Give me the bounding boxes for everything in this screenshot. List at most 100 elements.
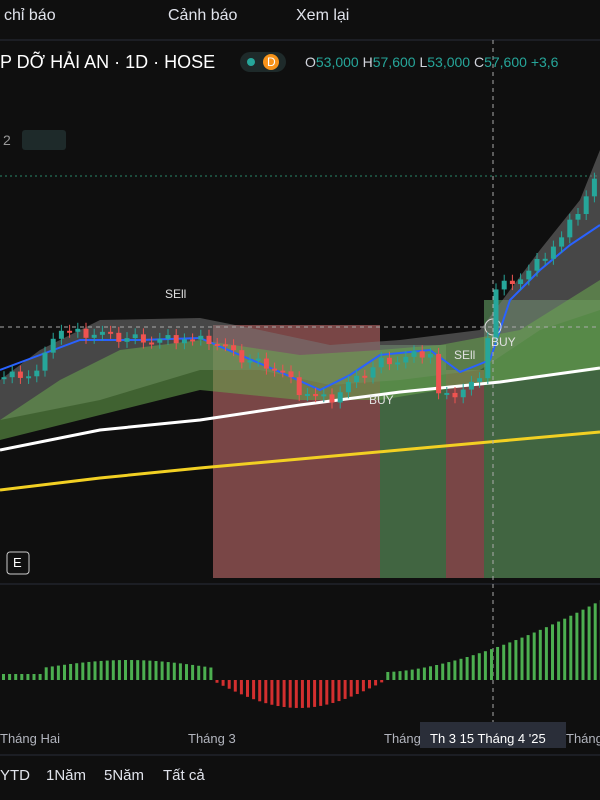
histogram-bar <box>465 657 469 680</box>
candle-body <box>485 338 491 379</box>
histogram-bar <box>490 649 493 680</box>
histogram-bar <box>8 674 12 680</box>
histogram-bar <box>166 662 170 680</box>
signal: SEll <box>454 348 476 362</box>
candle-body <box>477 378 483 382</box>
histogram-bar <box>404 670 408 680</box>
candle-body <box>378 357 384 368</box>
candle-body <box>149 342 155 345</box>
histogram-bar <box>233 680 237 692</box>
candle-body <box>296 377 302 396</box>
candle-body <box>329 394 335 403</box>
label: L <box>419 54 428 70</box>
signal: BUY <box>369 393 394 407</box>
badge-circle <box>263 54 279 70</box>
label: C <box>473 54 485 70</box>
candle-body <box>345 382 351 393</box>
x-label: Tháng <box>566 731 600 746</box>
candle-body <box>173 335 179 344</box>
histogram-bar <box>343 680 347 699</box>
histogram-bar <box>355 680 359 695</box>
histogram-bar <box>392 671 396 680</box>
value: 57,600 <box>372 54 416 70</box>
badge-frame <box>6 551 30 575</box>
histogram-bar <box>215 680 219 683</box>
candle-body <box>26 376 32 379</box>
histogram-bar <box>581 609 585 680</box>
candle-body <box>247 360 253 363</box>
candle-body <box>75 328 81 332</box>
range-button[interactable]: YTD <box>0 767 30 784</box>
histogram-bar <box>368 680 371 689</box>
value: +3,6 <box>530 54 559 70</box>
histogram-bar <box>300 680 304 708</box>
histogram-bar <box>502 644 506 680</box>
histogram-bar <box>2 674 5 680</box>
histogram-bar <box>477 653 481 680</box>
histogram-bar <box>258 680 262 702</box>
histogram-bar <box>520 637 524 680</box>
candle-body <box>452 392 458 398</box>
candle-body <box>239 350 245 363</box>
histogram-bar <box>361 680 365 692</box>
candle-body <box>436 353 442 394</box>
histogram-bar <box>416 668 420 680</box>
candle-body <box>509 280 515 285</box>
candle-body <box>518 279 524 285</box>
candle-body <box>395 362 401 365</box>
moving-average <box>0 366 600 452</box>
histogram-bar <box>44 667 48 680</box>
histogram-bar <box>142 660 146 680</box>
symbol: P DỠ HẢI AN · 1D · HOSE <box>0 52 216 72</box>
candle-body <box>583 196 589 214</box>
histogram-bar <box>227 680 231 689</box>
badge-letter[interactable]: E <box>13 555 22 570</box>
candle-body <box>99 331 105 335</box>
range-button[interactable]: 5Năm <box>104 767 145 784</box>
toolbar-indicators[interactable]: chỉ báo <box>4 7 56 24</box>
candle-body <box>140 334 146 343</box>
histogram-bar <box>587 606 591 680</box>
histogram-bar <box>26 674 30 680</box>
bear-zone <box>446 370 484 578</box>
candle-body <box>559 237 565 247</box>
toolbar-alerts[interactable]: Cảnh báo <box>168 7 238 24</box>
histogram-bar <box>288 680 292 708</box>
histogram-bar <box>483 651 487 680</box>
candle-body <box>58 330 64 339</box>
histogram-bar <box>435 664 439 680</box>
candle-body <box>288 371 294 378</box>
label: O <box>305 54 316 70</box>
candle-body <box>157 338 163 343</box>
histogram-bar <box>313 680 317 707</box>
candle-body <box>526 270 532 280</box>
candle-body <box>575 214 581 220</box>
indicator-count: 2 <box>3 132 11 148</box>
candle-body <box>550 246 556 259</box>
histogram-bar <box>197 665 201 680</box>
candle-body <box>370 367 376 378</box>
histogram-bar <box>337 680 341 702</box>
x-label: Tháng <box>384 731 421 746</box>
label: H <box>362 54 373 70</box>
signal: BUY <box>491 335 516 349</box>
range-button[interactable]: Tất cả <box>163 767 205 784</box>
histogram-bar <box>130 660 134 680</box>
histogram-bar <box>124 660 127 680</box>
histogram-bar <box>221 680 225 686</box>
candle-body <box>116 332 122 342</box>
candle-body <box>9 371 15 378</box>
candle-body <box>444 392 450 395</box>
candle-body <box>534 259 540 271</box>
candle-body <box>50 338 56 353</box>
candle-body <box>34 370 40 377</box>
toolbar-replay[interactable]: Xem lại <box>296 7 350 24</box>
histogram-bar <box>14 674 18 680</box>
histogram-bar <box>111 660 115 680</box>
indicator-icons <box>22 130 66 150</box>
histogram-bar <box>380 680 384 683</box>
histogram-bar <box>294 680 298 708</box>
histogram-bar <box>185 664 188 680</box>
range-button[interactable]: 1Năm <box>46 767 87 784</box>
histogram-bar <box>136 660 140 680</box>
